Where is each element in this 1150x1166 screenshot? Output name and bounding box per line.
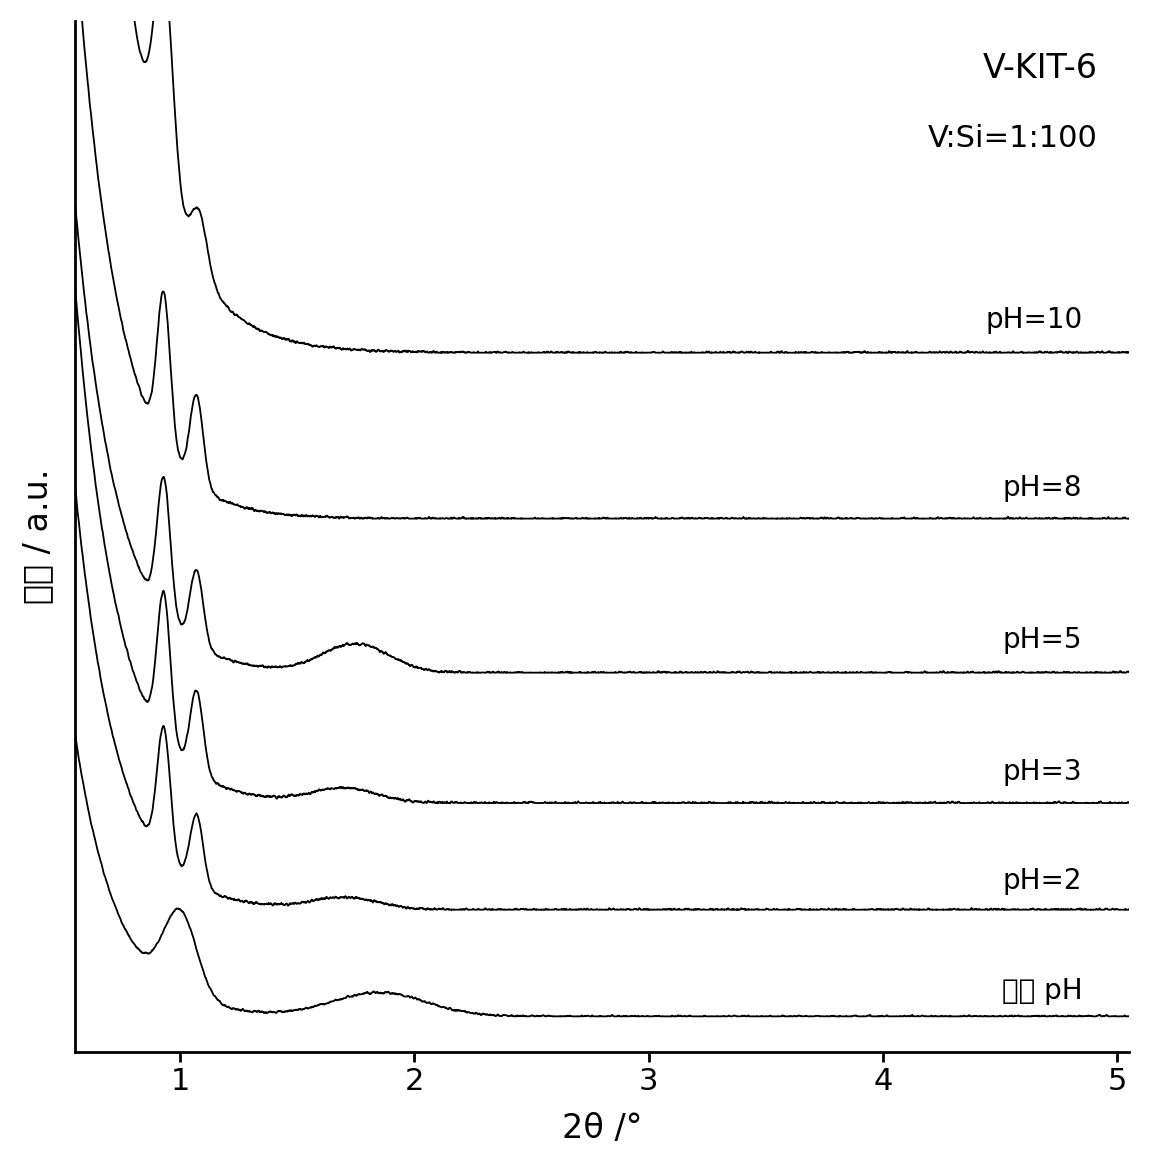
Text: V-KIT-6: V-KIT-6 <box>982 51 1097 85</box>
Text: pH=8: pH=8 <box>1003 475 1082 503</box>
Text: V:Si=1:100: V:Si=1:100 <box>928 124 1097 153</box>
Text: pH=2: pH=2 <box>1003 868 1082 895</box>
Text: pH=5: pH=5 <box>1003 626 1082 654</box>
X-axis label: 2θ /°: 2θ /° <box>561 1112 642 1145</box>
Text: 不调 pH: 不调 pH <box>1002 976 1082 1005</box>
Y-axis label: 强度 / a.u.: 强度 / a.u. <box>21 469 54 604</box>
Text: pH=3: pH=3 <box>1003 758 1082 786</box>
Text: pH=10: pH=10 <box>986 305 1082 333</box>
